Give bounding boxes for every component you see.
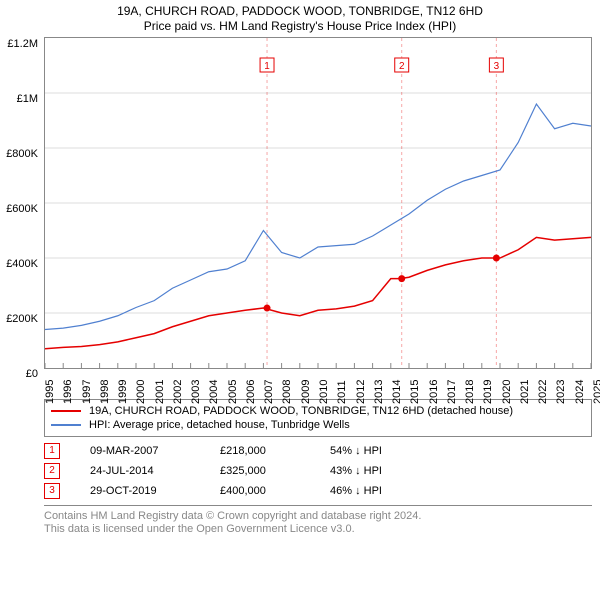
y-axis-label: £400K xyxy=(2,258,38,270)
svg-text:2: 2 xyxy=(399,61,405,72)
x-axis-label: 2022 xyxy=(537,380,549,404)
chart-plot-area: 1 2 3 xyxy=(44,37,592,369)
marker-table-row: 2 24-JUL-2014 £325,000 43% ↓ HPI xyxy=(44,461,592,481)
marker-table: 1 09-MAR-2007 £218,000 54% ↓ HPI 2 24-JUL-201… xyxy=(44,441,592,501)
x-axis-label: 2024 xyxy=(574,380,586,404)
x-axis-label: 2025 xyxy=(592,380,600,404)
x-axis-label: 2012 xyxy=(355,380,367,404)
marker-table-row: 1 09-MAR-2007 £218,000 54% ↓ HPI xyxy=(44,441,592,461)
x-axis-label: 2010 xyxy=(318,380,330,404)
x-axis-label: 2014 xyxy=(391,380,403,404)
y-axis-label: £1.2M xyxy=(2,38,38,50)
svg-text:3: 3 xyxy=(494,61,500,72)
x-axis-label: 2009 xyxy=(300,380,312,404)
x-axis-label: 2004 xyxy=(208,380,220,404)
x-axis-label: 2011 xyxy=(336,380,348,404)
legend: 19A, CHURCH ROAD, PADDOCK WOOD, TONBRIDG… xyxy=(44,399,592,437)
legend-item: HPI: Average price, detached house, Tunb… xyxy=(51,418,585,432)
y-axis-label: £800K xyxy=(2,148,38,160)
marker-date: 09-MAR-2007 xyxy=(90,445,190,457)
x-axis-label: 1998 xyxy=(99,380,111,404)
marker-price: £325,000 xyxy=(220,465,300,477)
x-axis-label: 2002 xyxy=(172,380,184,404)
x-axis-label: 2013 xyxy=(373,380,385,404)
x-axis-label: 2003 xyxy=(190,380,202,404)
legend-label: HPI: Average price, detached house, Tunb… xyxy=(89,419,350,431)
marker-number-box: 2 xyxy=(44,463,60,479)
footer-copyright: Contains HM Land Registry data © Crown c… xyxy=(44,510,592,522)
x-axis-label: 2021 xyxy=(519,380,531,404)
x-axis-label: 1997 xyxy=(81,380,93,404)
x-axis-label: 2019 xyxy=(482,380,494,404)
marker-date: 29-OCT-2019 xyxy=(90,485,190,497)
chart-svg: 1 2 3 xyxy=(45,38,591,368)
legend-label: 19A, CHURCH ROAD, PADDOCK WOOD, TONBRIDG… xyxy=(89,405,513,417)
legend-item: 19A, CHURCH ROAD, PADDOCK WOOD, TONBRIDG… xyxy=(51,404,585,418)
x-axis-label: 2000 xyxy=(135,380,147,404)
y-axis-label: £0 xyxy=(2,368,38,380)
x-axis-label: 2005 xyxy=(227,380,239,404)
footer: Contains HM Land Registry data © Crown c… xyxy=(44,505,592,535)
marker-number-box: 3 xyxy=(44,483,60,499)
y-axis-label: £200K xyxy=(2,313,38,325)
svg-text:1: 1 xyxy=(264,61,270,72)
marker-diff: 43% ↓ HPI xyxy=(330,465,382,477)
marker-diff: 46% ↓ HPI xyxy=(330,485,382,497)
x-axis-label: 2006 xyxy=(245,380,257,404)
x-axis-label: 2008 xyxy=(281,380,293,404)
x-axis-label: 2001 xyxy=(154,380,166,404)
chart-title-line1: 19A, CHURCH ROAD, PADDOCK WOOD, TONBRIDG… xyxy=(0,0,600,18)
marker-table-row: 3 29-OCT-2019 £400,000 46% ↓ HPI xyxy=(44,481,592,501)
footer-licence: This data is licensed under the Open Gov… xyxy=(44,523,592,535)
x-axis-label: 2015 xyxy=(409,380,421,404)
marker-number-box: 1 xyxy=(44,443,60,459)
y-axis-label: £600K xyxy=(2,203,38,215)
x-axis-label: 2017 xyxy=(446,380,458,404)
marker-price: £400,000 xyxy=(220,485,300,497)
marker-date: 24-JUL-2014 xyxy=(90,465,190,477)
x-axis-label: 1996 xyxy=(62,380,74,404)
legend-swatch xyxy=(51,424,81,426)
marker-diff: 54% ↓ HPI xyxy=(330,445,382,457)
x-axis-label: 1999 xyxy=(117,380,129,404)
x-axis-label: 1995 xyxy=(44,380,56,404)
marker-price: £218,000 xyxy=(220,445,300,457)
x-axis-label: 2016 xyxy=(428,380,440,404)
x-axis-label: 2007 xyxy=(263,380,275,404)
legend-swatch xyxy=(51,410,81,412)
x-axis-label: 2020 xyxy=(501,380,513,404)
y-axis-label: £1M xyxy=(2,93,38,105)
x-axis-label: 2023 xyxy=(555,380,567,404)
x-axis-label: 2018 xyxy=(464,380,476,404)
chart-title-line2: Price paid vs. HM Land Registry's House … xyxy=(0,18,600,37)
